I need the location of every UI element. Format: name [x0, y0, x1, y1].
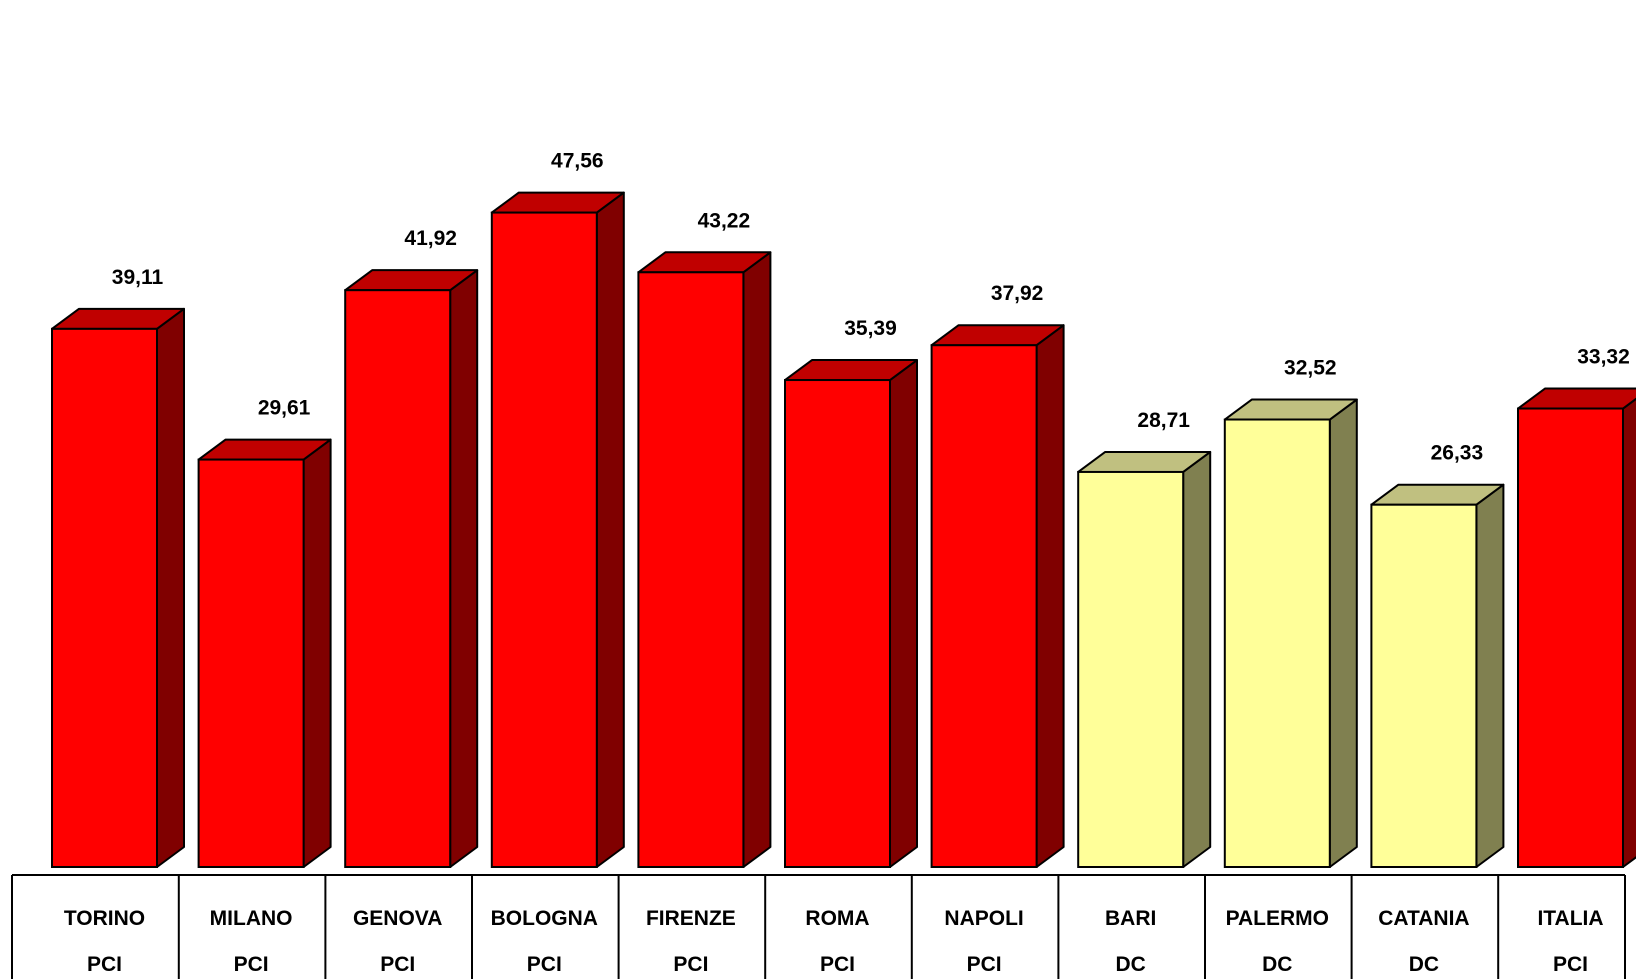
party-label: DC	[1116, 953, 1146, 976]
category-label: FIRENZE	[646, 907, 736, 930]
bar-front-face	[1223, 418, 1331, 868]
value-label: 32,52	[1284, 357, 1337, 380]
bar-side-face	[1622, 397, 1636, 868]
bar-side-face	[156, 307, 185, 868]
bar-firenze	[637, 251, 772, 868]
party-label: PCI	[380, 953, 415, 976]
bar-front-face	[637, 271, 745, 868]
value-label: 39,11	[112, 266, 164, 289]
category-label: ITALIA	[1537, 907, 1603, 930]
category-label: PALERMO	[1226, 907, 1329, 930]
party-label: DC	[1262, 953, 1292, 976]
party-label: PCI	[1553, 953, 1588, 976]
value-label: 29,61	[258, 397, 311, 420]
value-label: 37,92	[991, 282, 1044, 305]
category-label: ROMA	[805, 907, 869, 930]
bar-palermo	[1223, 398, 1358, 868]
party-label: DC	[1409, 953, 1439, 976]
category-label: TORINO	[64, 907, 145, 930]
bar-top-face	[1517, 387, 1636, 410]
bar-bologna	[490, 191, 625, 868]
bar-catania	[1370, 483, 1505, 868]
value-label: 41,92	[404, 227, 457, 250]
bar-napoli	[930, 324, 1065, 868]
category-label: NAPOLI	[944, 907, 1023, 930]
bar-side-face	[1035, 324, 1065, 868]
bars-group	[51, 191, 1636, 869]
category-label: CATANIA	[1378, 907, 1469, 930]
bar-front-face	[344, 289, 452, 868]
bar-milano	[197, 438, 332, 868]
bar-side-face	[595, 191, 625, 868]
bar-italia	[1517, 387, 1636, 868]
party-label: PCI	[820, 953, 855, 976]
bar-side-face	[1475, 483, 1505, 868]
party-label: PCI	[673, 953, 708, 976]
category-label: BARI	[1105, 907, 1156, 930]
bar-front-face	[1077, 470, 1185, 868]
value-labels-group: 39,11 29,61 41,92 47,56 43,22 35,39 37,92 28,71…	[112, 150, 1630, 465]
bar-front-face	[930, 344, 1038, 868]
value-label: 26,33	[1431, 442, 1484, 465]
value-label: 47,56	[551, 150, 604, 173]
bar-side-face	[742, 251, 772, 868]
bar-front-face	[490, 211, 598, 868]
bar-front-face	[1517, 407, 1624, 868]
bar-bari	[1077, 450, 1212, 868]
category-label: MILANO	[210, 907, 293, 930]
value-label: 43,22	[698, 209, 751, 232]
bar-side-face	[302, 438, 332, 868]
bar-side-face	[1328, 398, 1358, 868]
value-label: 35,39	[844, 317, 897, 340]
value-label: 28,71	[1137, 409, 1190, 432]
bar-front-face	[784, 379, 891, 868]
party-label: PCI	[87, 953, 122, 976]
party-label: PCI	[527, 953, 562, 976]
bar-torino	[51, 307, 185, 869]
bar-front-face	[51, 327, 158, 869]
bar-roma	[784, 359, 918, 868]
value-label: 33,32	[1577, 346, 1630, 369]
bar-genova	[344, 269, 479, 868]
category-label: GENOVA	[353, 907, 442, 930]
bar-front-face	[1370, 503, 1478, 868]
bar-side-face	[1182, 450, 1212, 868]
party-label: PCI	[234, 953, 269, 976]
bar-side-face	[889, 359, 918, 868]
category-label: BOLOGNA	[491, 907, 598, 930]
bar-side-face	[449, 269, 479, 868]
category-table: TORINO PCI MILANO PCI GENOVA PCI BOLOGNA PCI FIR…	[11, 874, 1626, 979]
party-label: PCI	[967, 953, 1002, 976]
bar-front-face	[197, 458, 305, 868]
